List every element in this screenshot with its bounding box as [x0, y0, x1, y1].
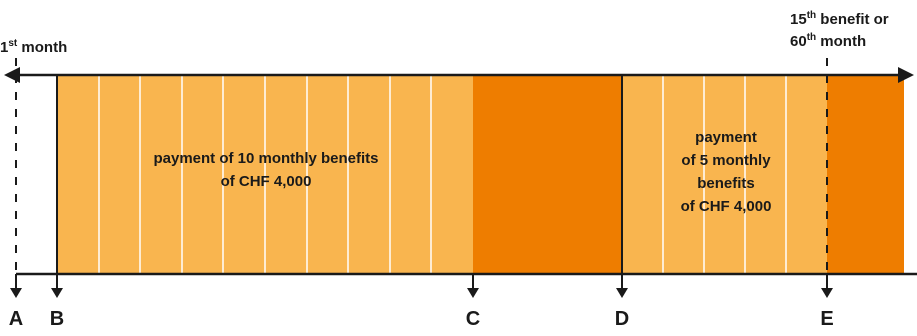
right-arrowhead-icon — [898, 67, 914, 83]
end-label-line-2: 60th month — [790, 32, 866, 50]
second-payment-block — [622, 75, 827, 274]
point-arrows — [10, 274, 833, 298]
second-block-text-line-1: payment — [695, 129, 757, 146]
second-block-text-line-4: of CHF 4,000 — [681, 198, 772, 215]
point-label-d: D — [615, 308, 629, 330]
end-label-line-1: 15th benefit or — [790, 10, 889, 28]
monthly-dividers — [98, 75, 787, 274]
left-arrowhead-icon — [4, 67, 20, 83]
second-block-text-line-3: benefits — [697, 175, 755, 192]
point-label-e: E — [820, 308, 833, 330]
point-label-a: A — [9, 308, 23, 330]
start-month-label: 1st month — [0, 38, 67, 56]
waiting-period-block — [473, 75, 622, 274]
point-label-c: C — [466, 308, 480, 330]
final-period-block — [827, 75, 904, 274]
second-block-text-line-2: of 5 monthly — [681, 152, 771, 169]
first-block-text-line-1: payment of 10 monthly benefits — [153, 150, 378, 167]
point-label-b: B — [50, 308, 64, 330]
first-block-text-line-2: of CHF 4,000 — [221, 173, 312, 190]
